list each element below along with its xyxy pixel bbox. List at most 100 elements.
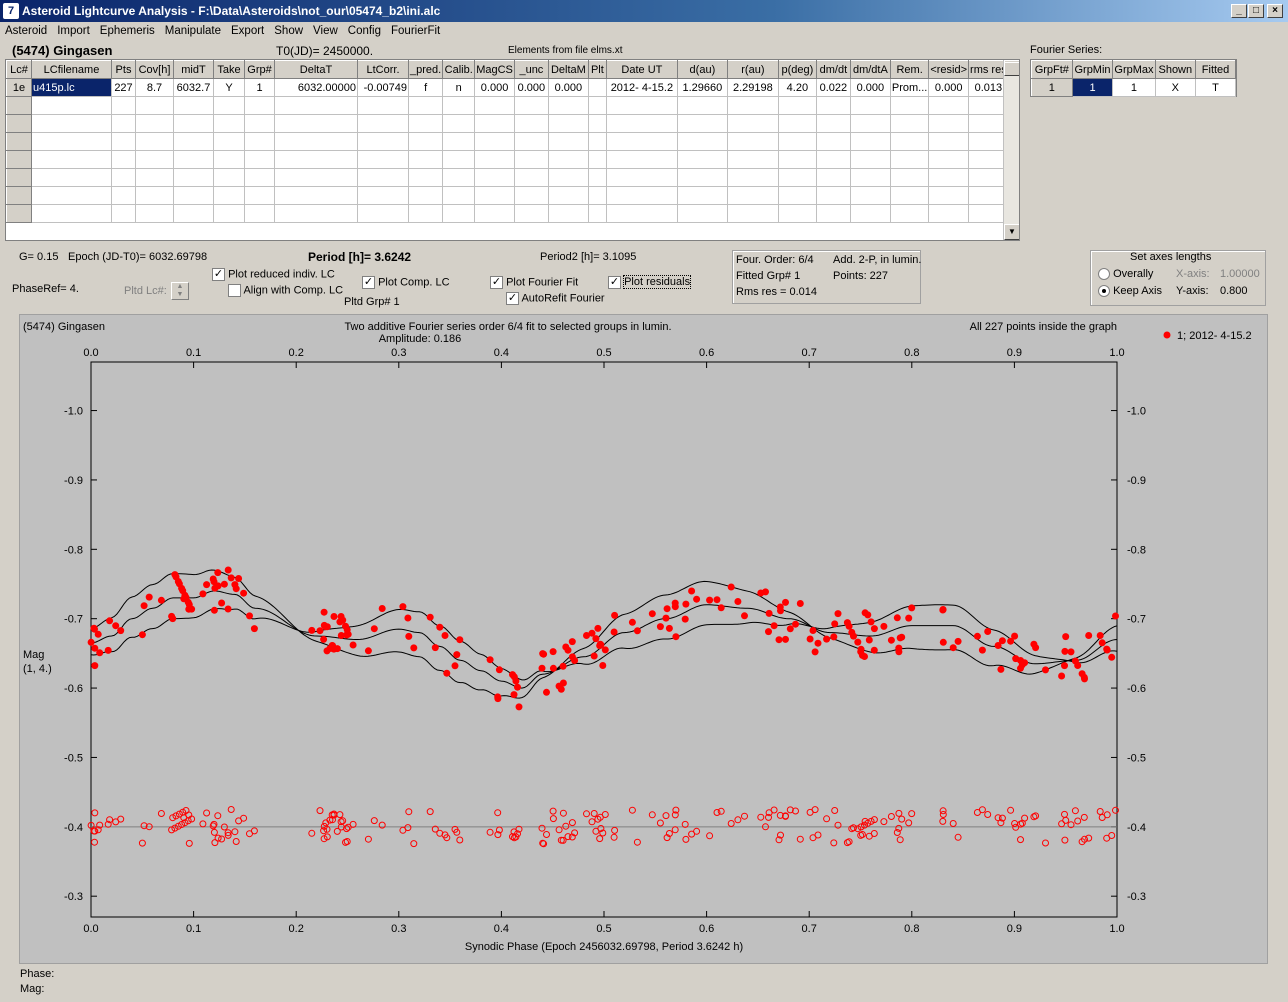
table-cell-empty[interactable] [213,150,245,169]
table-cell-empty[interactable] [726,204,779,223]
table-cell-empty[interactable] [244,204,275,223]
fourier-column-header[interactable]: GrpMin [1071,60,1114,79]
table-cell-empty[interactable] [777,186,817,205]
table-cell-empty[interactable] [474,150,515,169]
table-cell-empty[interactable] [547,150,589,169]
table-cell-empty[interactable] [173,168,214,187]
table-cell-empty[interactable] [777,132,817,151]
table-cell-empty[interactable] [407,96,444,115]
table-cell-empty[interactable] [605,150,678,169]
table-cell-empty[interactable] [849,132,891,151]
table-cell-empty[interactable] [474,96,515,115]
table-cell-empty[interactable] [31,114,112,133]
plot-fourier-checkbox[interactable]: ✓ Plot Fourier Fit [490,276,579,289]
table-cell-empty[interactable] [605,132,678,151]
table-cell-empty[interactable] [605,204,678,223]
maximize-icon[interactable]: □ [1248,4,1264,18]
table-cell-empty[interactable] [173,204,214,223]
table-cell-empty[interactable] [587,204,607,223]
table-cell-empty[interactable] [135,132,174,151]
table-cell[interactable]: 0.000 [849,78,891,97]
table-cell-empty[interactable] [849,204,891,223]
table-cell-empty[interactable] [213,204,245,223]
column-header[interactable]: Date UT [605,60,678,79]
table-cell-empty[interactable] [6,186,32,205]
table-cell-empty[interactable] [726,186,779,205]
column-header[interactable]: Plt [587,60,607,79]
table-cell-empty[interactable] [513,186,549,205]
table-cell-empty[interactable] [111,168,136,187]
table-cell-empty[interactable] [849,150,891,169]
table-row-empty[interactable] [6,168,1009,187]
table-cell-empty[interactable] [6,150,32,169]
table-cell-empty[interactable] [111,150,136,169]
table-cell[interactable]: 0.022 [815,78,851,97]
table-cell-empty[interactable] [274,96,358,115]
table-cell-empty[interactable] [135,150,174,169]
table-cell-empty[interactable] [407,186,444,205]
table-cell-empty[interactable] [676,150,728,169]
fourier-cell[interactable]: 1 [1112,78,1156,97]
table-cell[interactable]: 0.000 [928,78,970,97]
plot-comp-checkbox[interactable]: ✓ Plot Comp. LC [362,276,450,289]
table-cell-empty[interactable] [442,204,476,223]
table-cell[interactable]: 1 [244,78,275,97]
column-header[interactable]: Pts [111,60,136,79]
table-cell-empty[interactable] [547,186,589,205]
table-row[interactable]: 1e u415p.lc 227 8.7 6032.7 Y 1 6032.00000 -0.007… [6,78,1009,97]
table-cell-empty[interactable] [474,168,515,187]
table-cell-empty[interactable] [31,204,112,223]
table-cell-empty[interactable] [357,168,409,187]
table-cell[interactable]: 6032.7 [173,78,214,97]
table-cell-empty[interactable] [135,168,174,187]
table-cell-empty[interactable] [928,150,970,169]
table-cell-empty[interactable] [407,132,444,151]
table-cell-empty[interactable] [274,168,358,187]
table-cell-empty[interactable] [928,132,970,151]
table-cell-empty[interactable] [442,186,476,205]
lightcurve-chart[interactable]: 0.0 0.0 0.1 0.1 0.2 0.2 0.3 0.3 0.4 0.4 0.5 0.5 0.6 0… [20,315,1267,963]
table-cell-empty[interactable] [889,150,930,169]
table-cell-empty[interactable] [587,96,607,115]
table-cell-empty[interactable] [442,168,476,187]
table-cell[interactable]: 0.013 [968,78,1009,97]
table-cell-empty[interactable] [928,168,970,187]
table-cell-empty[interactable] [274,114,358,133]
table-cell[interactable]: 1.29660 [676,78,728,97]
column-header[interactable]: _pred. [407,60,444,79]
table-cell-empty[interactable] [173,186,214,205]
table-cell-empty[interactable] [244,186,275,205]
column-header[interactable]: LtCorr. [357,60,409,79]
table-cell-empty[interactable] [777,114,817,133]
table-cell-empty[interactable] [274,204,358,223]
yaxis-value[interactable]: 0.800 [1220,285,1248,297]
column-header[interactable]: DeltaM [547,60,589,79]
fourier-cell[interactable]: 1 [1071,78,1114,97]
table-cell[interactable]: Y [213,78,245,97]
column-header[interactable]: Rem. [889,60,930,79]
table-cell[interactable]: 0.000 [474,78,515,97]
column-header[interactable]: Lc# [6,60,32,79]
table-cell-empty[interactable] [513,114,549,133]
table-cell-empty[interactable] [135,96,174,115]
table-cell-empty[interactable] [889,186,930,205]
table-cell-empty[interactable] [547,168,589,187]
table-cell-empty[interactable] [213,132,245,151]
menu-show[interactable]: Show [274,25,304,37]
table-cell-empty[interactable] [849,168,891,187]
table-cell-empty[interactable] [605,186,678,205]
table-cell-empty[interactable] [815,150,851,169]
fourier-column-header[interactable]: GrpMax [1112,60,1156,79]
table-cell-empty[interactable] [726,132,779,151]
table-cell-empty[interactable] [777,204,817,223]
table-cell-empty[interactable] [928,204,970,223]
align-comp-checkbox[interactable]: Align with Comp. LC [228,284,343,297]
table-cell[interactable]: n [442,78,476,97]
table-cell-empty[interactable] [407,150,444,169]
table-cell-empty[interactable] [513,168,549,187]
table-cell-empty[interactable] [244,96,275,115]
table-cell-empty[interactable] [605,96,678,115]
table-cell-empty[interactable] [357,150,409,169]
table-cell-empty[interactable] [244,168,275,187]
table-cell-empty[interactable] [777,96,817,115]
